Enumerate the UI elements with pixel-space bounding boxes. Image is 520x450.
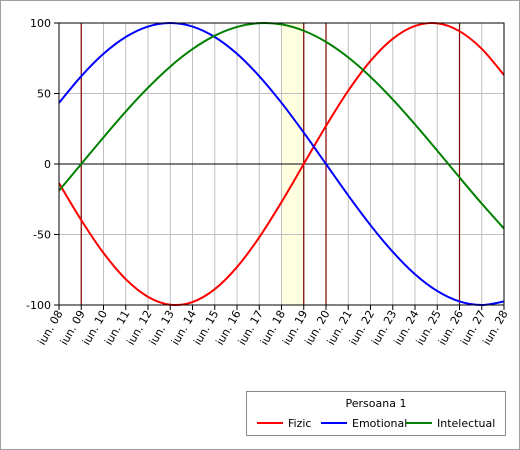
legend-item-fizic: Fizic (257, 416, 311, 430)
legend-swatch-intelectual (406, 422, 432, 424)
legend-item-intelectual: Intelectual (406, 416, 495, 430)
legend-swatch-fizic (257, 422, 283, 424)
legend-swatch-emotional (321, 422, 347, 424)
y-tick-label: -100 (26, 299, 51, 312)
legend-label-intelectual: Intelectual (437, 416, 496, 430)
y-tick-label: 50 (37, 88, 51, 101)
legend-item-emotional: Emotional (321, 416, 407, 430)
y-tick-label: 100 (30, 17, 51, 30)
legend-label-emotional: Emotional (352, 416, 408, 430)
y-tick-label: 0 (44, 158, 51, 171)
plot-border (54, 22, 505, 310)
legend-title: Persoana 1 (345, 397, 407, 410)
y-tick-labels: 100 50 0 -50 -100 (26, 17, 51, 312)
y-tick-label: -50 (33, 229, 51, 242)
series-line-emotional (58, 21, 505, 307)
legend-label-fizic: Fizic (288, 416, 312, 430)
series-line-intelectual (58, 21, 505, 230)
legend: Persoana 1 Fizic Emotional Intelectual (246, 391, 506, 436)
